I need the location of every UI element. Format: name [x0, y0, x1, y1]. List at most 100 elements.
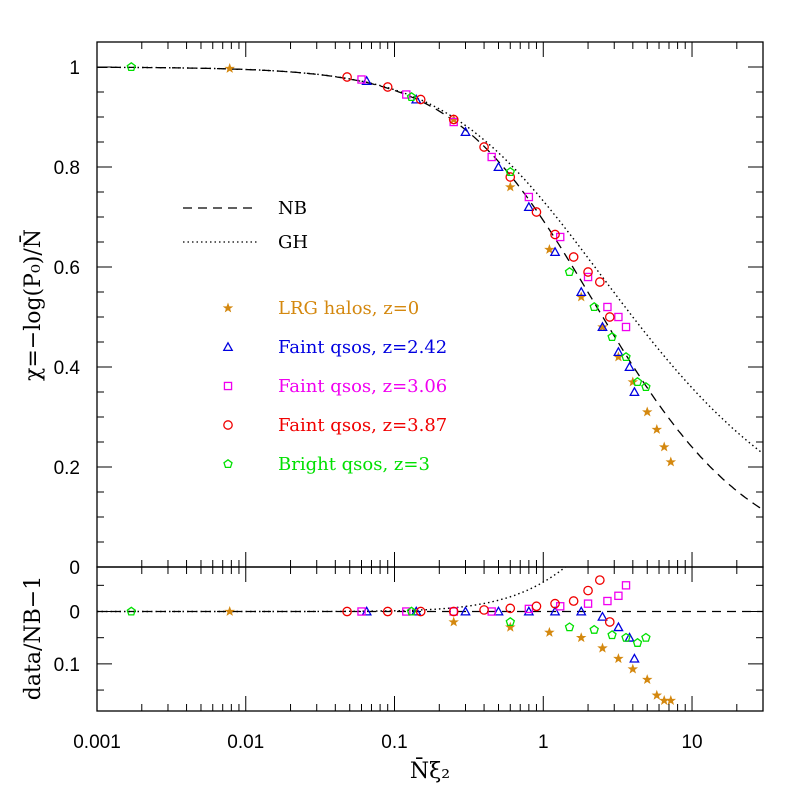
bottom-point-series-0 [544, 626, 555, 637]
top-point-series-3 [568, 252, 579, 262]
legend: NB GH LRG halos, z=0 Faint qsos, z=2.42 Fain… [183, 198, 447, 475]
x-axis-label: N̄ξ₂ [410, 757, 450, 784]
x-tick-label: 1 [538, 732, 549, 753]
top-point-series-2 [357, 75, 366, 84]
bottom-y-tick-label: 0 [69, 603, 80, 624]
bottom-y-tick-label: 0 [69, 558, 80, 579]
top-y-tick-label: 0.2 [54, 458, 80, 479]
top-point-series-0 [642, 406, 653, 417]
top-point-series-2 [524, 192, 534, 202]
bottom-point-series-0 [448, 616, 459, 627]
top-point-series-0 [544, 244, 555, 254]
top-point-series-2 [603, 302, 612, 312]
x-tick-label: 0.1 [381, 732, 407, 753]
top-point-series-1 [549, 246, 561, 257]
top-point-series-1 [460, 126, 471, 137]
top-y-tick-label: 1 [69, 58, 80, 79]
legend-label-series-4: Bright qsos, z=3 [278, 454, 430, 475]
bottom-point-series-3 [531, 601, 542, 612]
bottom-point-series-2 [357, 607, 366, 616]
top-point-series-3 [415, 94, 426, 105]
model-curves [97, 66, 763, 613]
top-point-series-1 [613, 346, 624, 357]
bottom-point-series-3 [479, 605, 489, 615]
bottom-point-series-4 [564, 622, 575, 632]
bottom-point-series-3 [568, 596, 579, 606]
bottom-point-series-1 [629, 653, 640, 663]
bottom-point-series-3 [342, 606, 352, 617]
bottom-point-series-2 [555, 602, 565, 611]
gh-model-curve [97, 66, 763, 455]
top-point-series-2 [487, 152, 496, 162]
top-point-series-4 [621, 351, 631, 362]
bottom-point-series-0 [642, 674, 653, 685]
top-point-series-4 [126, 61, 137, 72]
bottom-point-series-4 [589, 624, 599, 634]
bottom-point-series-4 [505, 616, 516, 627]
bottom-point-series-0 [224, 606, 235, 616]
bottom-point-series-1 [624, 632, 635, 642]
bottom-point-series-1 [597, 611, 608, 621]
top-point-series-2 [583, 272, 593, 282]
top-point-series-4 [564, 266, 575, 277]
top-point-series-0 [627, 376, 639, 387]
bottom-point-series-1 [460, 605, 471, 616]
bottom-point-series-4 [621, 632, 631, 642]
top-point-series-3 [448, 114, 459, 125]
top-y-tick-label: 0.4 [54, 358, 81, 379]
top-point-series-4 [641, 381, 651, 392]
bottom-point-series-1 [523, 605, 535, 616]
bottom-point-series-3 [382, 606, 393, 617]
top-point-series-0 [651, 424, 663, 434]
legend-label-series-0: LRG halos, z=0 [278, 298, 419, 319]
legend-label-nb: NB [278, 198, 307, 219]
top-y-tick-label: 0.6 [54, 258, 80, 279]
legend-marker-1 [222, 341, 234, 352]
bottom-point-series-1 [410, 605, 422, 616]
top-point-series-3 [583, 267, 593, 277]
top-point-series-3 [342, 72, 352, 82]
top-point-series-1 [493, 161, 504, 172]
bottom-point-series-0 [505, 621, 516, 632]
bottom-point-series-4 [406, 606, 417, 616]
gh-ratio-curve [97, 567, 567, 613]
bottom-point-series-4 [607, 630, 617, 640]
top-point-series-0 [505, 181, 516, 192]
legend-marker-4 [223, 458, 233, 469]
x-tick-label: 10 [681, 732, 702, 753]
bottom-point-series-0 [651, 689, 663, 700]
bottom-point-series-1 [549, 605, 561, 616]
top-point-series-0 [224, 63, 235, 73]
top-point-series-1 [629, 386, 640, 397]
bottom-y-axis-label: data/NB−1 [21, 576, 46, 700]
top-point-series-0 [665, 456, 677, 467]
bottom-point-series-3 [505, 603, 516, 614]
bottom-point-series-3 [594, 575, 605, 585]
top-y-axis-label: χ=−log(P₀)/N̄ [19, 229, 46, 381]
bottom-point-series-0 [613, 653, 624, 664]
legend-label-gh: GH [278, 232, 308, 253]
top-point-series-4 [505, 166, 516, 177]
bottom-point-series-4 [641, 632, 651, 642]
top-point-series-3 [594, 277, 605, 287]
top-point-series-2 [555, 232, 565, 242]
bottom-point-series-0 [575, 632, 587, 643]
bottom-point-series-3 [415, 606, 426, 617]
bottom-point-series-2 [603, 596, 612, 606]
bottom-point-series-3 [604, 617, 615, 627]
top-point-series-1 [523, 201, 535, 212]
top-y-tick-label: 0.8 [54, 158, 80, 179]
legend-label-series-3: Faint qsos, z=3.87 [278, 415, 447, 436]
x-tick-label: 0.01 [227, 732, 264, 753]
bottom-point-series-0 [597, 642, 608, 653]
legend-label-series-1: Faint qsos, z=2.42 [278, 337, 447, 358]
legend-marker-3 [223, 420, 233, 430]
top-point-series-3 [479, 142, 489, 152]
top-point-series-3 [550, 229, 560, 240]
top-point-series-0 [597, 321, 608, 332]
bottom-point-series-2 [583, 599, 593, 608]
top-point-series-4 [406, 91, 417, 102]
top-point-series-4 [589, 301, 599, 312]
